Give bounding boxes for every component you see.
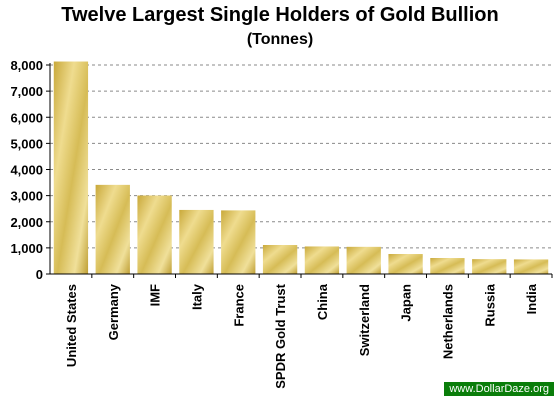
y-tick-label: 3,000 [10,189,43,204]
x-tick-label: Netherlands [440,284,455,359]
bar [179,209,214,274]
watermark-badge: www.DollarDaze.org [444,382,554,396]
x-tick-label: SPDR Gold Trust [273,283,288,388]
y-tick-label: 7,000 [10,84,43,99]
x-tick-label: France [231,284,246,327]
bar [95,184,130,274]
x-tick-label: Germany [106,283,121,340]
chart-title: Twelve Largest Single Holders of Gold Bu… [61,4,499,26]
bar [221,210,256,274]
chart-subtitle: (Tonnes) [246,31,314,48]
x-tick-label: Italy [189,283,204,310]
y-tick-label: 6,000 [10,110,43,125]
bar [53,61,89,274]
y-tick-label: 4,000 [10,163,43,178]
tick-labels: 0 1,000 2,000 3,000 4,000 5,000 6,000 7,000 8,00… [10,58,539,389]
x-tick-label: India [524,283,539,314]
bar [430,258,465,274]
y-tick-label: 0 [36,267,43,282]
x-tick-label: Russia [482,283,497,326]
x-tick-label: Switzerland [357,284,372,356]
x-tick-label: Japan [399,284,414,322]
bar [304,246,340,274]
bar [513,259,549,274]
x-tick-label: United States [64,284,79,367]
y-tick-label: 2,000 [10,215,43,230]
y-tick-label: 5,000 [10,136,43,151]
bar [137,195,172,274]
bars [53,61,549,274]
x-tick-label: China [315,283,330,320]
bar [472,259,507,274]
y-tick-label: 1,000 [10,241,43,256]
y-tick-label: 8,000 [10,58,43,73]
bar [346,246,381,274]
bar [388,254,423,274]
axes [46,63,553,278]
bar [262,245,298,274]
x-tick-label: IMF [148,284,163,306]
